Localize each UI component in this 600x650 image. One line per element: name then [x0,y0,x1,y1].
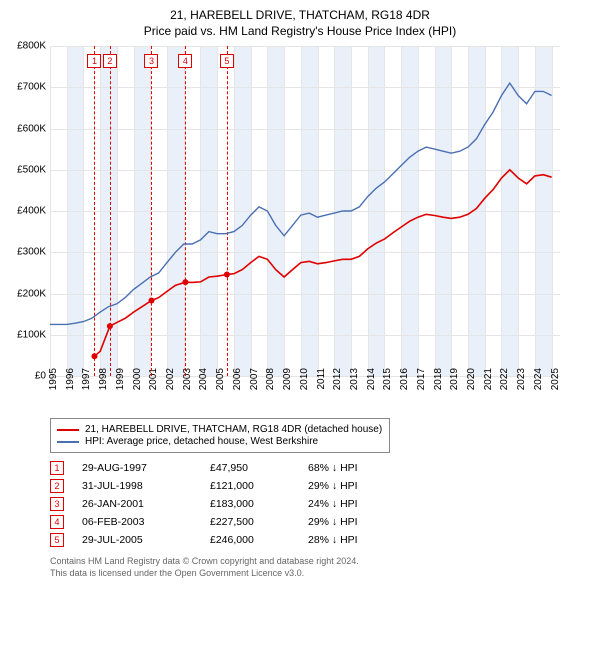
legend-swatch [57,441,79,443]
y-axis-label: £300K [6,247,46,258]
tx-number: 2 [50,479,64,493]
marker-box: 3 [144,54,158,68]
tx-date: 26-JAN-2001 [82,498,192,510]
y-axis-label: £700K [6,82,46,93]
marker-dot [107,323,113,329]
tx-delta: 29% ↓ HPI [308,480,398,492]
tx-price: £121,000 [210,480,290,492]
transaction-row: 2 31-JUL-1998 £121,000 29% ↓ HPI [50,479,592,493]
legend-row: 21, HAREBELL DRIVE, THATCHAM, RG18 4DR (… [57,424,383,435]
y-axis-label: £0 [6,371,46,382]
y-axis-label: £100K [6,329,46,340]
tx-date: 31-JUL-1998 [82,480,192,492]
tx-number: 5 [50,533,64,547]
tx-delta: 28% ↓ HPI [308,534,398,546]
tx-delta: 29% ↓ HPI [308,516,398,528]
transaction-row: 4 06-FEB-2003 £227,500 29% ↓ HPI [50,515,592,529]
y-axis-label: £400K [6,206,46,217]
chart-svg [50,46,560,376]
y-axis-label: £500K [6,164,46,175]
legend: 21, HAREBELL DRIVE, THATCHAM, RG18 4DR (… [50,418,390,453]
y-axis-label: £800K [6,41,46,52]
y-axis-label: £200K [6,288,46,299]
y-axis-label: £600K [6,123,46,134]
transaction-table: 1 29-AUG-1997 £47,950 68% ↓ HPI 2 31-JUL-1998… [50,461,592,547]
series-price_paid [95,170,552,356]
legend-swatch [57,429,79,431]
footer: Contains HM Land Registry data © Crown c… [50,555,592,579]
tx-price: £47,950 [210,462,290,474]
tx-date: 29-AUG-1997 [82,462,192,474]
tx-price: £183,000 [210,498,290,510]
legend-label: HPI: Average price, detached house, West… [85,436,318,447]
marker-box: 2 [103,54,117,68]
tx-number: 3 [50,497,64,511]
legend-row: HPI: Average price, detached house, West… [57,436,383,447]
marker-box: 1 [87,54,101,68]
transaction-row: 1 29-AUG-1997 £47,950 68% ↓ HPI [50,461,592,475]
chart-container: 12 3 4 5 £0 £100K £200K £300K £400K £500K £600K £7… [8,42,568,412]
title-block: 21, HAREBELL DRIVE, THATCHAM, RG18 4DR P… [8,8,592,38]
tx-date: 29-JUL-2005 [82,534,192,546]
marker-dot [182,279,188,285]
title-subtitle: Price paid vs. HM Land Registry's House … [8,24,592,38]
plot-area: 12 3 4 5 [50,46,560,376]
marker-dot [148,298,154,304]
tx-date: 06-FEB-2003 [82,516,192,528]
title-address: 21, HAREBELL DRIVE, THATCHAM, RG18 4DR [8,8,592,22]
marker-box: 4 [178,54,192,68]
tx-number: 1 [50,461,64,475]
transaction-row: 3 26-JAN-2001 £183,000 24% ↓ HPI [50,497,592,511]
tx-delta: 68% ↓ HPI [308,462,398,474]
footer-line2: This data is licensed under the Open Gov… [50,567,592,579]
footer-line1: Contains HM Land Registry data © Crown c… [50,555,592,567]
tx-price: £227,500 [210,516,290,528]
transaction-row: 5 29-JUL-2005 £246,000 28% ↓ HPI [50,533,592,547]
marker-box: 5 [220,54,234,68]
tx-price: £246,000 [210,534,290,546]
legend-label: 21, HAREBELL DRIVE, THATCHAM, RG18 4DR (… [85,424,382,435]
marker-dot [91,353,97,359]
tx-number: 4 [50,515,64,529]
tx-delta: 24% ↓ HPI [308,498,398,510]
marker-dot [224,272,230,278]
series-hpi [50,83,552,324]
